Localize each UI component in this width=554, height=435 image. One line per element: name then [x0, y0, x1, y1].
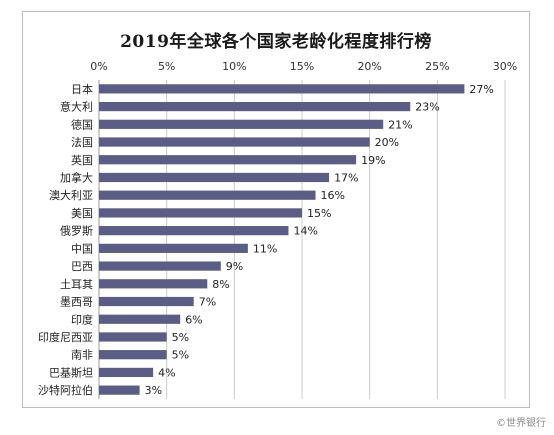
data-label: 8% — [212, 278, 229, 291]
bar — [99, 367, 154, 378]
x-tick-label: 30% — [493, 60, 517, 73]
category-label: 英国 — [71, 153, 93, 167]
x-tick-label: 5% — [158, 60, 175, 73]
category-label: 南非 — [71, 349, 93, 362]
bar — [99, 332, 167, 342]
category-label: 印度尼西亚 — [38, 330, 93, 344]
bar — [99, 279, 208, 289]
data-label: 21% — [388, 118, 412, 131]
bar — [99, 190, 316, 200]
x-axis-ticks: 0% 5% 10% 15% 20% 25% 30% — [90, 60, 517, 73]
data-label: 11% — [253, 242, 277, 255]
data-label: 16% — [321, 189, 345, 202]
bar — [99, 101, 411, 112]
category-label: 巴基斯坦 — [49, 365, 93, 379]
bar — [99, 226, 289, 236]
data-label: 6% — [185, 313, 202, 326]
data-label: 27% — [469, 83, 493, 96]
category-label: 巴西 — [71, 260, 93, 273]
x-tick-label: 0% — [90, 60, 107, 73]
bar — [99, 137, 370, 147]
data-label: 23% — [415, 101, 439, 114]
gridlines — [98, 80, 506, 399]
bar — [99, 208, 302, 218]
bar — [99, 261, 221, 271]
category-label: 沙特阿拉伯 — [38, 383, 93, 397]
category-label: 日本 — [71, 82, 93, 96]
category-label: 澳大利亚 — [49, 188, 93, 202]
category-label: 美国 — [71, 207, 93, 220]
source-watermark: ©世界银行 — [496, 418, 546, 429]
bar — [99, 84, 465, 94]
bar — [99, 155, 357, 165]
bar — [99, 385, 140, 395]
category-labels: 日本意大利德国法国英国加拿大澳大利亚美国俄罗斯中国巴西土耳其墨西哥印度印度尼西亚… — [38, 82, 93, 397]
x-tick-label: 10% — [222, 60, 246, 73]
x-tick-label: 20% — [357, 60, 381, 73]
bar — [99, 350, 167, 360]
data-label: 5% — [172, 331, 189, 344]
data-label: 20% — [375, 136, 399, 149]
category-label: 中国 — [71, 242, 93, 255]
data-label: 14% — [293, 225, 317, 238]
data-label: 15% — [307, 207, 331, 220]
bar — [99, 119, 384, 129]
category-label: 印度 — [71, 312, 93, 326]
bar — [99, 172, 330, 183]
data-label: 5% — [172, 349, 189, 362]
data-label: 19% — [361, 154, 385, 167]
bar — [99, 243, 248, 253]
data-labels: 27% 23%21% 20% 19%17% 16% 15% 14% 11% 9% 8% 7% 6% 5%… — [145, 83, 494, 397]
data-label: 9% — [226, 260, 243, 273]
bar — [99, 314, 181, 324]
data-label: 3% — [145, 384, 162, 397]
category-label: 德国 — [71, 117, 93, 131]
x-tick-label: 15% — [290, 60, 314, 73]
bar — [99, 296, 194, 307]
category-label: 法国 — [71, 135, 93, 149]
category-label: 墨西哥 — [60, 296, 93, 309]
data-label: 7% — [199, 296, 216, 309]
data-label: 4% — [158, 366, 175, 379]
data-label: 17% — [334, 171, 358, 184]
category-label: 意大利 — [60, 100, 93, 114]
category-label: 俄罗斯 — [60, 225, 93, 238]
bars — [99, 84, 465, 395]
category-label: 土耳其 — [60, 278, 93, 291]
category-label: 加拿大 — [60, 170, 93, 184]
x-tick-label: 25% — [425, 60, 449, 73]
chart-title: 2019年全球各个国家老龄化程度排行榜 — [120, 32, 432, 52]
